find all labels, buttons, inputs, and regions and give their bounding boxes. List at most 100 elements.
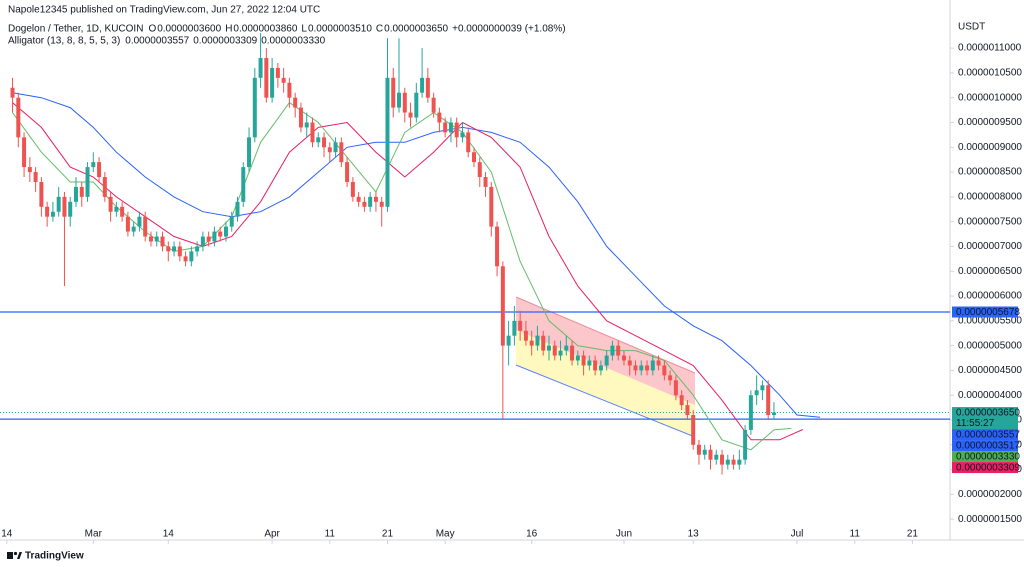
candle-body [645, 365, 650, 371]
channel-upper [516, 297, 695, 405]
candle-body [160, 236, 165, 247]
price-label: 0.0000005678 [956, 307, 1020, 318]
candle-body [218, 231, 223, 237]
candle-body [564, 345, 569, 351]
candle-body [397, 92, 402, 108]
price-label: 0.0000003517 [956, 441, 1020, 452]
price-lines [0, 311, 950, 420]
candle-body [541, 335, 546, 351]
candle-body [610, 345, 615, 356]
candle-body [771, 412, 776, 416]
countdown: 11:55:27 [956, 418, 995, 429]
candle-body [120, 206, 125, 217]
candle-body [293, 97, 298, 108]
candle-body [79, 186, 84, 197]
candle-body [518, 320, 523, 331]
logo-mark [7, 552, 13, 559]
y-tick-label: 0.0000009000 [958, 142, 1022, 153]
candle-body [662, 365, 667, 376]
candle-body [621, 355, 626, 361]
candle-body [725, 459, 730, 465]
candle-body [558, 350, 563, 356]
candle-body [443, 122, 448, 133]
x-tick-label: Jun [616, 529, 632, 540]
candle-body [673, 380, 678, 396]
candle-body [512, 320, 517, 336]
y-tick-label: 0.0000005500 [958, 315, 1022, 326]
price-label: 0.0000003557 [956, 430, 1020, 441]
candle-body [679, 395, 684, 406]
candle-body [714, 454, 719, 460]
candle-body [172, 246, 177, 252]
y-tick-label: 0.0000009500 [958, 117, 1022, 128]
candle-body [627, 360, 632, 366]
channel-bottom [515, 364, 696, 438]
candle-body [702, 449, 707, 455]
logo-mark [13, 551, 18, 556]
candle-body [587, 360, 592, 366]
candle-body [696, 444, 701, 455]
x-tick-label: 13 [688, 529, 700, 540]
logo [7, 551, 22, 559]
y-tick-label: 0.0000005000 [958, 340, 1022, 351]
price-label-box [952, 407, 1018, 430]
candle-body [731, 459, 736, 465]
candle-body [298, 107, 303, 128]
footer-brand: TradingView [25, 551, 84, 562]
candle-body [33, 172, 38, 182]
candle-body [195, 246, 200, 252]
candle-body [50, 211, 55, 217]
candle-body [748, 395, 753, 430]
change: +0.0000000039 (+1.08%) [452, 24, 565, 35]
candle-body [604, 355, 609, 366]
candle-body [581, 355, 586, 366]
candle-body [420, 77, 425, 93]
candle-body [546, 345, 551, 351]
candle-body [235, 201, 240, 217]
candle-body [177, 246, 182, 257]
candle-body [131, 226, 136, 232]
candle-body [241, 167, 246, 202]
candle-body [143, 216, 148, 237]
y-tick-label: 0.0000006500 [958, 266, 1022, 277]
candle-body [391, 77, 396, 108]
price-label-box [952, 429, 1018, 441]
x-tick-label: 11 [325, 529, 336, 540]
price-label-box [952, 451, 1018, 463]
x-tick-label: 21 [382, 529, 394, 540]
candle-body [275, 67, 280, 78]
candle-body [73, 186, 78, 202]
candle-body [500, 266, 505, 346]
x-tick-label: 16 [526, 529, 538, 540]
candle-body [91, 162, 96, 168]
x-tick-label: May [436, 529, 455, 540]
candle-body [264, 58, 269, 98]
candle-body [737, 459, 742, 465]
y-tick-label: 0.0000004000 [958, 390, 1022, 401]
candle-body [206, 236, 211, 242]
candle-body [10, 87, 15, 98]
candle-body [327, 147, 332, 153]
candle-body [166, 246, 171, 252]
candle-body [431, 97, 436, 113]
candle-body [448, 122, 453, 133]
ohlc-value: 0.0000003510 [308, 24, 372, 35]
y-tick-label: 0.0000010000 [958, 92, 1022, 103]
candle-body [454, 122, 459, 138]
x-tick-label: Apr [264, 529, 280, 540]
y-tick-label: 0.0000008500 [958, 167, 1022, 178]
candle-body [200, 236, 205, 247]
ohlc-key: L [301, 24, 307, 35]
candle-body [379, 201, 384, 207]
candle-body [414, 92, 419, 118]
logo-mark [17, 552, 22, 559]
candle-body [68, 201, 73, 217]
y-tick-label: 0.0000002000 [958, 489, 1022, 500]
x-tick-label: 14 [1, 529, 13, 540]
candle-body [22, 137, 27, 168]
candle-body [333, 142, 338, 153]
candle-body [316, 137, 321, 143]
price-label: 0.0000003650 [956, 408, 1020, 419]
